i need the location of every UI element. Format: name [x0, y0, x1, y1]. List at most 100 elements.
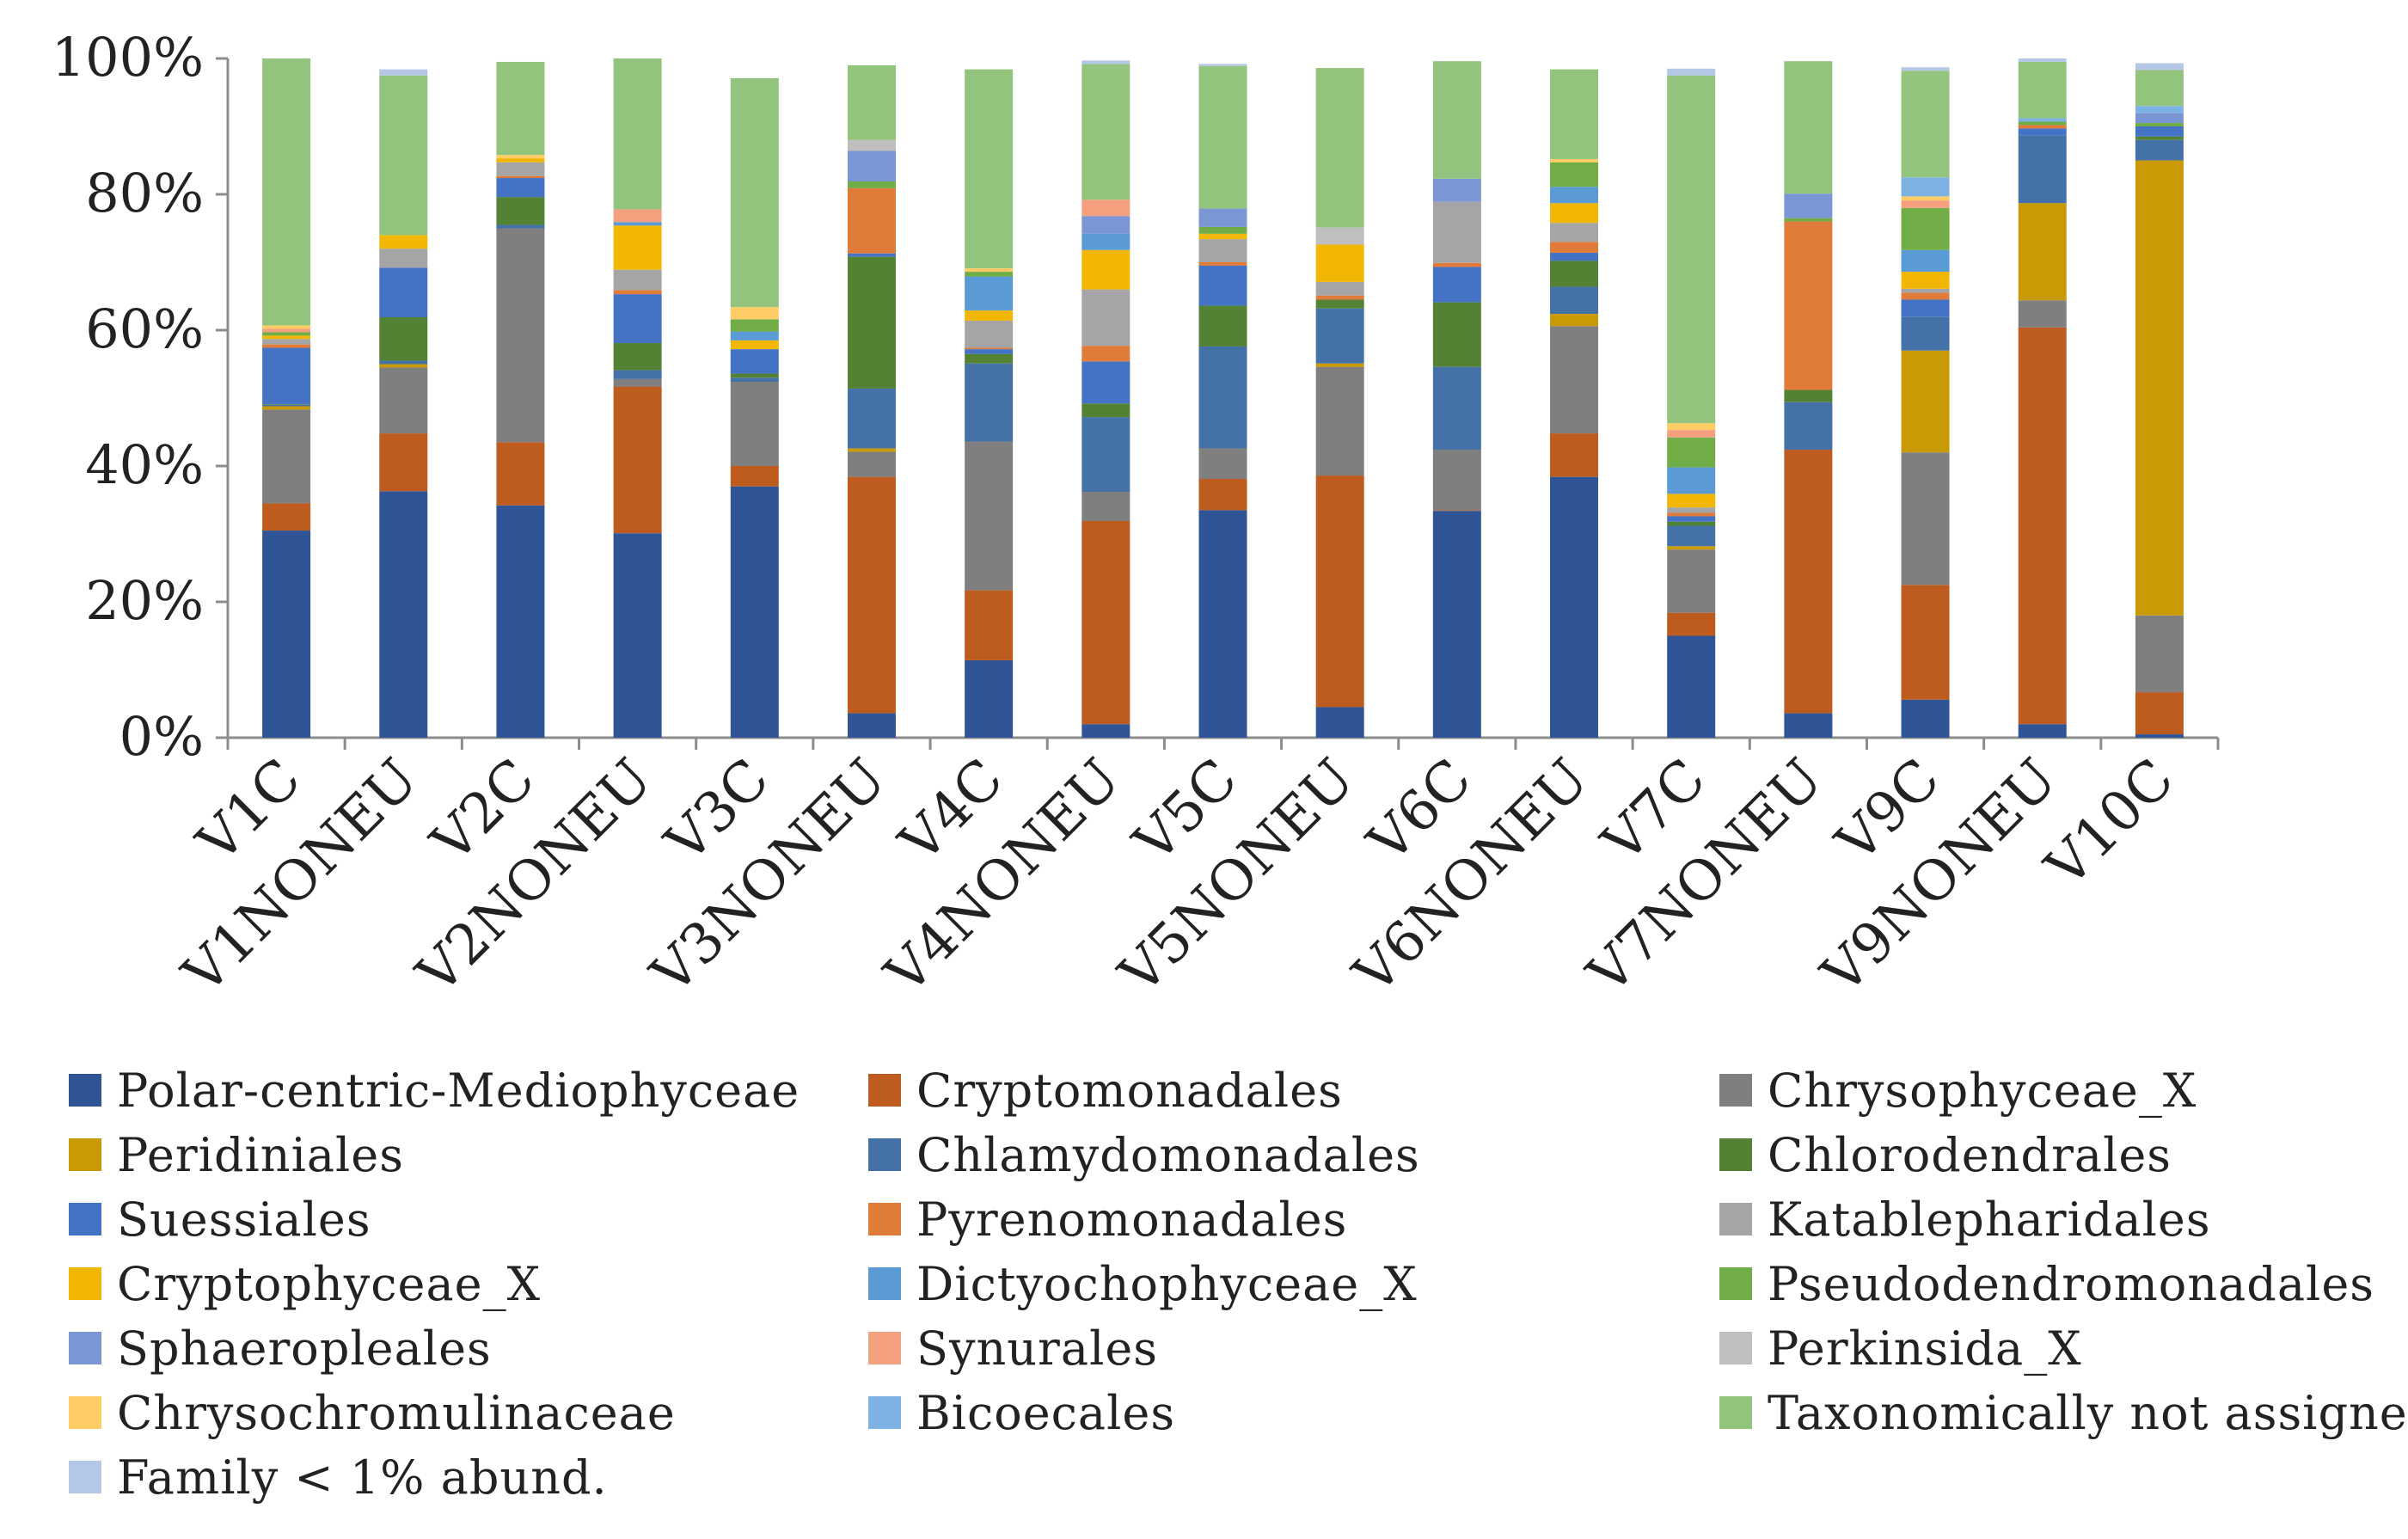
legend-item: Chlamydomonadales [868, 1128, 1420, 1182]
bar-segment [262, 404, 311, 407]
legend-swatch [1719, 1267, 1752, 1300]
legend-swatch [868, 1203, 901, 1235]
legend-swatch [69, 1396, 101, 1429]
bar-segment [1198, 448, 1247, 480]
bar-segment [1667, 546, 1716, 550]
bar-segment [1432, 511, 1481, 738]
bar-segment [379, 69, 428, 76]
legend-swatch [868, 1332, 901, 1364]
bar-segment [262, 406, 311, 410]
bar-segment [379, 75, 428, 236]
bar-segment [1550, 314, 1599, 327]
bar-segment [613, 386, 662, 534]
bar-segment [1550, 162, 1599, 187]
bar-segment [2135, 615, 2184, 693]
bar-segment [379, 433, 428, 492]
bar-segment [1784, 402, 1833, 451]
legend-swatch [1719, 1138, 1752, 1171]
bar-segment [1667, 612, 1716, 636]
bar-segment [730, 486, 779, 738]
bar-segment [1432, 267, 1481, 303]
bar-segment [1784, 218, 1833, 222]
bar-segment [1667, 525, 1716, 547]
bar-segment [847, 388, 896, 449]
legend-swatch [868, 1074, 901, 1107]
bar-segment [847, 139, 896, 151]
bar-segment [613, 343, 662, 371]
bar-segment [847, 451, 896, 477]
bar-segment [1315, 707, 1364, 738]
legend-swatch [69, 1138, 101, 1171]
bar-segment [730, 307, 779, 320]
y-tick-label: 80% [85, 162, 204, 224]
bar-segment [379, 316, 428, 361]
bar-segment [1784, 221, 1833, 390]
bar-segment [1315, 227, 1364, 245]
bar-segment [847, 150, 896, 181]
bar-segment [1901, 699, 1950, 738]
bar-segment [2135, 160, 2184, 616]
bar-segment [496, 61, 545, 156]
bar-segment [1550, 223, 1599, 242]
bar-segment [1550, 476, 1599, 738]
bar-segment [1315, 363, 1364, 367]
bar-segment [1901, 71, 1950, 178]
bar-segment [2018, 724, 2067, 738]
bar-segment [2135, 106, 2184, 113]
legend-item: Family < 1% abund. [69, 1450, 608, 1505]
bar-segment [1081, 249, 1130, 290]
legend-swatch [1719, 1203, 1752, 1235]
legend-label: Perkinsida_X [1768, 1321, 2082, 1376]
legend-swatch [1719, 1074, 1752, 1107]
bar-segment [1784, 450, 1833, 714]
bar-segment [262, 325, 311, 329]
legend-item: Chrysophyceae_X [1719, 1064, 2197, 1118]
bar-segment [496, 175, 545, 179]
legend-label: Chrysochromulinaceae [117, 1385, 676, 1440]
bar-segment [262, 58, 311, 326]
bar-segment [1081, 520, 1130, 725]
bar-segment [1667, 68, 1716, 76]
bar-segment [1550, 433, 1599, 477]
bar-segment [613, 294, 662, 344]
bar-segment [1901, 585, 1950, 700]
bar-segment [847, 448, 896, 452]
bar-segment [1901, 316, 1950, 351]
bar-segment [1081, 199, 1130, 217]
bar-segment [613, 225, 662, 270]
legend-item: Polar-centric-Mediophyceae [69, 1064, 800, 1118]
bar-segment [965, 69, 1014, 269]
bar-segment [730, 340, 779, 350]
bar-segment [730, 377, 779, 383]
bar-segment [1315, 295, 1364, 300]
bar-segment [613, 222, 662, 226]
bar-segment [1901, 207, 1950, 250]
bar-segment [1901, 288, 1950, 293]
bar-segment [1198, 305, 1247, 346]
bar-segment [965, 272, 1014, 277]
bar-segment [262, 339, 311, 345]
bar-segment [1198, 510, 1247, 738]
y-tick-label: 100% [52, 26, 204, 89]
bar-segment [1667, 512, 1716, 517]
bar-segment [496, 228, 545, 443]
bar-segment [1315, 308, 1364, 364]
bar-segment [2135, 113, 2184, 124]
bar-segment [1550, 286, 1599, 315]
bar-segment [2135, 136, 2184, 140]
bar-segment [1432, 510, 1481, 512]
legend-swatch [69, 1461, 101, 1493]
bar-segment [847, 187, 896, 254]
bar-segment [965, 347, 1014, 350]
bar-segment [965, 363, 1014, 442]
legend-item: Pseudodendromonadales [1719, 1257, 2374, 1311]
legend-item: Chrysochromulinaceae [69, 1385, 676, 1440]
bar-segment [1901, 196, 1950, 201]
legend-swatch [1719, 1396, 1752, 1429]
bar-segment [847, 256, 896, 389]
bar-segment [1550, 326, 1599, 434]
bar-segment [2018, 121, 2067, 126]
bar-segment [1550, 252, 1599, 261]
bar-segment [262, 503, 311, 531]
bar-segment [2135, 123, 2184, 126]
